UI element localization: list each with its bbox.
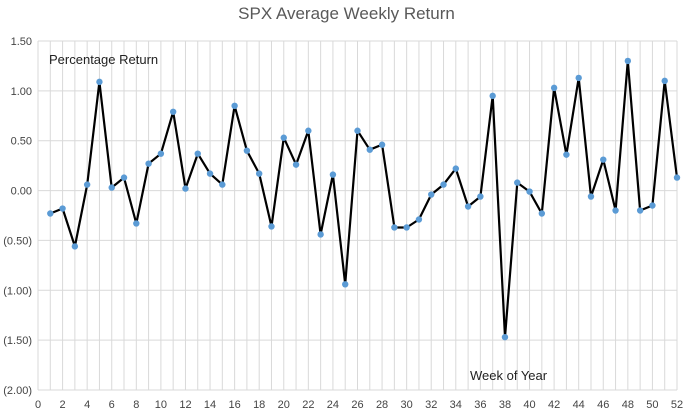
x-tick-label: 50 bbox=[646, 399, 658, 411]
chart-title: SPX Average Weekly Return bbox=[238, 4, 455, 23]
data-point bbox=[489, 92, 496, 100]
data-point bbox=[243, 147, 251, 154]
x-tick-label: 34 bbox=[450, 399, 462, 411]
data-point bbox=[415, 216, 423, 223]
data-point bbox=[563, 151, 570, 158]
x-tick-label: 14 bbox=[204, 399, 216, 411]
data-point bbox=[59, 205, 66, 212]
data-point bbox=[255, 170, 263, 177]
data-point bbox=[538, 210, 546, 217]
data-point bbox=[83, 181, 91, 188]
data-point bbox=[108, 184, 115, 191]
data-point bbox=[120, 174, 128, 181]
data-point bbox=[305, 127, 312, 134]
data-point bbox=[342, 281, 349, 288]
x-tick-label: 32 bbox=[425, 399, 437, 411]
data-point bbox=[403, 224, 410, 231]
x-tick-label: 42 bbox=[548, 399, 560, 411]
y-tick-label: 0.00 bbox=[11, 186, 32, 198]
data-point bbox=[440, 181, 447, 188]
data-point bbox=[206, 170, 214, 177]
x-axis-title: Week of Year bbox=[470, 368, 548, 383]
data-point bbox=[514, 179, 521, 186]
x-tick-label: 48 bbox=[622, 399, 634, 411]
y-tick-label: (1.50) bbox=[3, 335, 32, 347]
x-tick-label: 52 bbox=[671, 399, 683, 411]
x-tick-label: 22 bbox=[302, 399, 314, 411]
data-point bbox=[673, 174, 681, 181]
data-point bbox=[317, 231, 324, 238]
data-point bbox=[526, 188, 533, 195]
x-tick-label: 36 bbox=[474, 399, 486, 411]
data-point bbox=[182, 185, 189, 192]
x-tick-label: 28 bbox=[376, 399, 388, 411]
data-point bbox=[133, 220, 140, 227]
data-point bbox=[575, 74, 582, 82]
data-point bbox=[452, 165, 460, 172]
data-point bbox=[366, 146, 373, 153]
data-point bbox=[96, 78, 103, 86]
data-point bbox=[169, 108, 177, 115]
x-tick-label: 16 bbox=[228, 399, 240, 411]
data-point bbox=[280, 134, 287, 141]
x-tick-label: 26 bbox=[351, 399, 363, 411]
x-tick-label: 44 bbox=[573, 399, 585, 411]
x-tick-label: 38 bbox=[499, 399, 511, 411]
data-point bbox=[47, 210, 54, 217]
data-point bbox=[378, 141, 386, 148]
data-point bbox=[550, 84, 558, 92]
data-point bbox=[194, 150, 201, 157]
x-tick-label: 40 bbox=[523, 399, 535, 411]
data-point bbox=[636, 207, 644, 214]
x-tick-label: 4 bbox=[84, 399, 90, 411]
x-tick-label: 20 bbox=[278, 399, 290, 411]
x-tick-label: 8 bbox=[133, 399, 139, 411]
data-point bbox=[649, 202, 656, 209]
series-line-layer bbox=[49, 59, 679, 339]
tick-layer: (2.00) (1.50) (1.00) (0.50) 0.00 0.50 1.00 1.50… bbox=[3, 36, 683, 411]
x-tick-label: 30 bbox=[401, 399, 413, 411]
data-point bbox=[329, 171, 337, 178]
x-tick-label: 24 bbox=[327, 399, 339, 411]
data-point bbox=[219, 181, 226, 188]
y-tick-label: 1.00 bbox=[11, 86, 32, 98]
data-point bbox=[661, 77, 668, 85]
data-point bbox=[464, 203, 472, 210]
x-tick-label: 18 bbox=[253, 399, 265, 411]
data-point bbox=[354, 127, 361, 134]
data-point bbox=[391, 224, 398, 231]
data-point bbox=[587, 193, 595, 200]
y-axis-title: Percentage Return bbox=[49, 52, 159, 67]
series-line bbox=[49, 59, 679, 339]
x-tick-label: 10 bbox=[155, 399, 167, 411]
data-point bbox=[268, 223, 275, 230]
x-tick-label: 0 bbox=[35, 399, 41, 411]
y-tick-label: 1.50 bbox=[11, 36, 32, 48]
data-point bbox=[477, 193, 484, 200]
data-point bbox=[231, 102, 238, 110]
data-point bbox=[145, 160, 152, 167]
y-tick-label: (0.50) bbox=[3, 235, 32, 247]
y-tick-label: (1.00) bbox=[3, 285, 32, 297]
x-tick-label: 2 bbox=[60, 399, 66, 411]
data-point bbox=[600, 156, 607, 163]
data-point bbox=[624, 57, 632, 65]
series-point-layer bbox=[47, 57, 681, 341]
y-tick-label: (2.00) bbox=[3, 385, 32, 397]
x-tick-label: 6 bbox=[109, 399, 115, 411]
data-point bbox=[612, 207, 619, 214]
data-point bbox=[157, 150, 165, 157]
data-point bbox=[292, 161, 300, 168]
data-point bbox=[501, 333, 509, 341]
x-tick-label: 12 bbox=[179, 399, 191, 411]
data-point bbox=[71, 243, 79, 250]
data-point bbox=[428, 191, 435, 198]
y-tick-label: 0.50 bbox=[11, 136, 32, 148]
x-tick-label: 46 bbox=[597, 399, 609, 411]
